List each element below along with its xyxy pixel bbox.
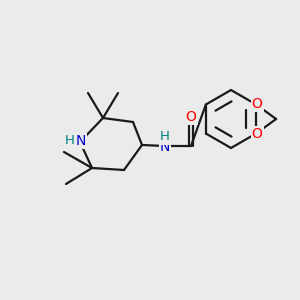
Text: O: O xyxy=(252,128,262,142)
Text: N: N xyxy=(76,134,86,148)
Text: O: O xyxy=(186,110,196,124)
Text: H: H xyxy=(160,130,170,143)
Text: N: N xyxy=(160,140,170,154)
Text: H: H xyxy=(65,134,75,146)
Text: O: O xyxy=(252,97,262,110)
